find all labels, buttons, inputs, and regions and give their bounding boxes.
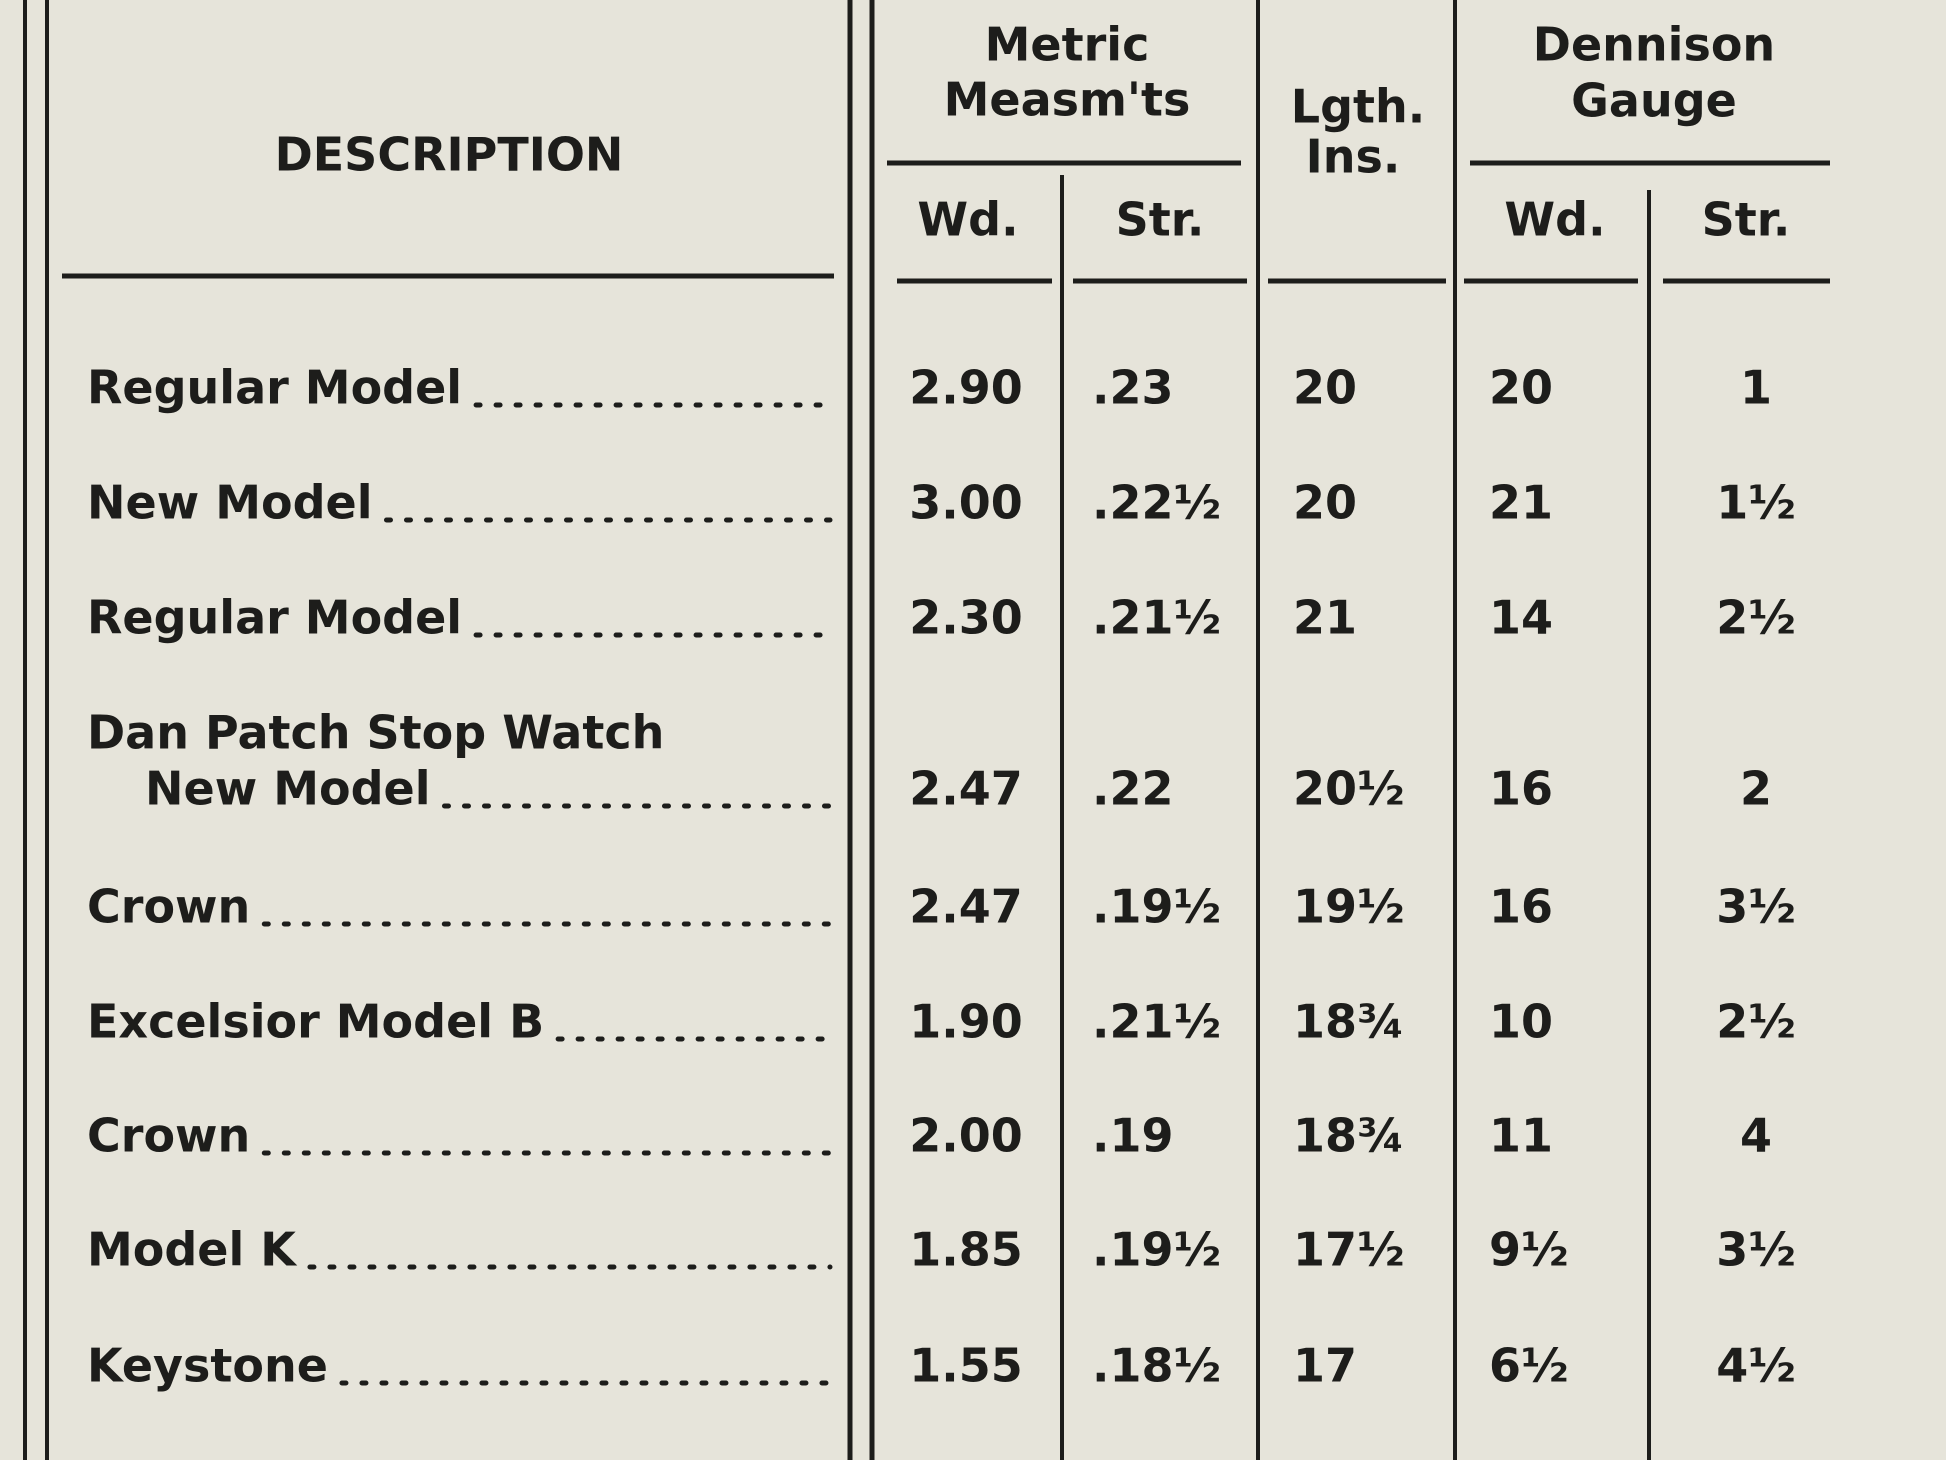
column-header: Wd. — [917, 193, 1018, 247]
value-cell: 17 — [1293, 1339, 1357, 1393]
value-cell: 19½ — [1293, 880, 1405, 934]
value-cell: .22½ — [1092, 476, 1221, 530]
value-cell: 2.90 — [909, 361, 1023, 415]
column-header: Lgth. — [1291, 80, 1425, 134]
value-cell: 20 — [1293, 361, 1357, 415]
value-cell: 9½ — [1489, 1223, 1569, 1277]
value-cell: 2.30 — [909, 591, 1023, 645]
value-cell: 1.85 — [909, 1223, 1023, 1277]
value-cell: .21½ — [1092, 995, 1221, 1049]
value-cell: 2.47 — [909, 762, 1023, 816]
value-cell: .23 — [1092, 361, 1174, 415]
value-cell: .19 — [1092, 1109, 1174, 1163]
value-cell: 1 — [1740, 361, 1772, 415]
value-cell: 10 — [1489, 995, 1553, 1049]
group-header: Measm'ts — [944, 73, 1191, 127]
value-cell: .19½ — [1092, 1223, 1221, 1277]
description-cell: Model K — [87, 1223, 298, 1277]
description-cell: Dan Patch Stop Watch — [87, 706, 664, 760]
description-cell: Excelsior Model B — [87, 995, 544, 1049]
group-header: Gauge — [1571, 74, 1737, 128]
value-cell: 3½ — [1716, 880, 1796, 934]
description-cell: New Model — [145, 762, 430, 816]
value-cell: 2 — [1740, 762, 1772, 816]
value-cell: 4 — [1740, 1109, 1772, 1163]
value-cell: 21 — [1293, 591, 1357, 645]
description-cell: Regular Model — [87, 591, 462, 645]
value-cell: 16 — [1489, 762, 1553, 816]
table-body: Regular Model 2.90 .23 20 20 1 New Model 3.00 .2… — [87, 361, 1796, 1393]
value-cell: 1½ — [1716, 476, 1796, 530]
value-cell: 20 — [1293, 476, 1357, 530]
value-cell: 18¾ — [1293, 1109, 1405, 1163]
value-cell: 18¾ — [1293, 995, 1405, 1049]
value-cell: 11 — [1489, 1109, 1553, 1163]
value-cell: .22 — [1092, 762, 1174, 816]
value-cell: 2.47 — [909, 880, 1023, 934]
value-cell: 20½ — [1293, 762, 1405, 816]
value-cell: 14 — [1489, 591, 1553, 645]
description-cell: Regular Model — [87, 361, 462, 415]
description-cell: New Model — [87, 476, 372, 530]
description-cell: Crown — [87, 880, 250, 934]
value-cell: 20 — [1489, 361, 1553, 415]
column-header: Ins. — [1306, 130, 1401, 184]
value-cell: 3.00 — [909, 476, 1023, 530]
column-header: Str. — [1116, 193, 1205, 247]
value-cell: 6½ — [1489, 1339, 1569, 1393]
value-cell: .21½ — [1092, 591, 1221, 645]
value-cell: 3½ — [1716, 1223, 1796, 1277]
value-cell: 2½ — [1716, 591, 1796, 645]
value-cell: .18½ — [1092, 1339, 1221, 1393]
value-cell: 4½ — [1716, 1339, 1796, 1393]
description-cell: Crown — [87, 1109, 250, 1163]
group-header: Dennison — [1533, 18, 1775, 72]
value-cell: 21 — [1489, 476, 1553, 530]
description-header: DESCRIPTION — [275, 128, 624, 182]
value-cell: 2.00 — [909, 1109, 1023, 1163]
header: DESCRIPTION Metric Measm'ts Wd. Str. Lgt… — [275, 18, 1791, 247]
description-cell: Keystone — [87, 1339, 328, 1393]
value-cell: 2½ — [1716, 995, 1796, 1049]
group-header: Metric — [985, 18, 1150, 72]
value-cell: 17½ — [1293, 1223, 1405, 1277]
value-cell: 1.90 — [909, 995, 1023, 1049]
value-cell: 16 — [1489, 880, 1553, 934]
rules — [23, 0, 1830, 1460]
column-header: Str. — [1702, 193, 1791, 247]
value-cell: 1.55 — [909, 1339, 1023, 1393]
column-header: Wd. — [1504, 193, 1605, 247]
value-cell: .19½ — [1092, 880, 1221, 934]
